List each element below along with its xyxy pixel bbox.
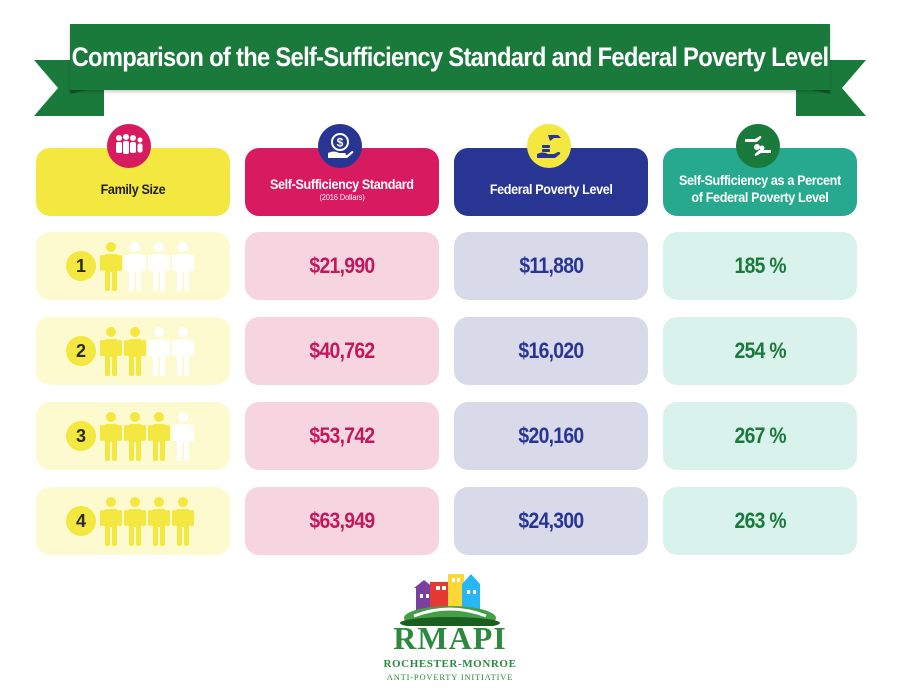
- logo-name: RMAPI: [393, 620, 507, 656]
- family-icon: [107, 124, 151, 168]
- person-filled-icon: [124, 497, 146, 546]
- person-filled-icon: [100, 242, 122, 291]
- sss-cell: $53,742: [245, 402, 439, 470]
- family-size-number: 3: [66, 421, 96, 451]
- person-empty-icon: [172, 327, 194, 376]
- sss-value: $40,762: [309, 338, 375, 363]
- person-filled-icon: [148, 497, 170, 546]
- fpl-cell: $24,300: [454, 487, 648, 555]
- fpl-cell: $20,160: [454, 402, 648, 470]
- people-icons: [100, 411, 194, 461]
- family-size-cell: 3: [36, 402, 230, 470]
- person-filled-icon: [124, 327, 146, 376]
- money-exchange-icon: [736, 124, 780, 168]
- people-icons: [100, 241, 194, 291]
- family-size-cell: 2: [36, 317, 230, 385]
- fpl-value: $20,160: [518, 423, 584, 448]
- fpl-cell: $16,020: [454, 317, 648, 385]
- sss-value: $21,990: [309, 253, 375, 278]
- header-fpl-label: Federal Poverty Level: [489, 180, 613, 197]
- person-empty-icon: [172, 242, 194, 291]
- family-size-number: 2: [66, 336, 96, 366]
- pct-value: 185 %: [734, 253, 786, 278]
- city-skyline-logo-icon: [400, 574, 500, 626]
- sss-cell: $40,762: [245, 317, 439, 385]
- header-fpl: Federal Poverty Level: [454, 148, 648, 216]
- pct-cell: 254 %: [663, 317, 857, 385]
- person-filled-icon: [100, 327, 122, 376]
- person-empty-icon: [148, 327, 170, 376]
- header-percent-line2: of Federal Poverty Level: [691, 189, 829, 205]
- logo-tagline-2: ANTI-POVERTY INITIATIVE: [386, 672, 514, 682]
- rmapi-logo: RMAPI ROCHESTER-MONROE ANTI-POVERTY INIT…: [380, 568, 520, 688]
- header-percent-label: Self-Sufficiency as a Percent of Federal…: [679, 172, 841, 206]
- pct-value: 267 %: [734, 423, 786, 448]
- pct-value: 254 %: [734, 338, 786, 363]
- person-filled-icon: [148, 412, 170, 461]
- pct-cell: 263 %: [663, 487, 857, 555]
- pct-value: 263 %: [734, 508, 786, 533]
- fpl-value: $16,020: [518, 338, 584, 363]
- family-size-number: 4: [66, 506, 96, 536]
- header-percent-line1: Self-Sufficiency as a Percent: [679, 172, 841, 188]
- person-filled-icon: [100, 412, 122, 461]
- sss-cell: $21,990: [245, 232, 439, 300]
- person-filled-icon: [100, 497, 122, 546]
- title-banner: Comparison of the Self-Sufficiency Stand…: [0, 0, 900, 130]
- logo-tagline-1: ROCHESTER-MONROE: [383, 658, 517, 670]
- sss-cell: $63,949: [245, 487, 439, 555]
- banner-ribbon: Comparison of the Self-Sufficiency Stand…: [70, 24, 830, 90]
- person-filled-icon: [124, 412, 146, 461]
- header-family-size-label: Family Size: [100, 180, 166, 197]
- svg-text:$: $: [337, 136, 344, 150]
- page-title: Comparison of the Self-Sufficiency Stand…: [71, 41, 830, 72]
- person-empty-icon: [148, 242, 170, 291]
- sss-value: $63,949: [309, 508, 375, 533]
- family-size-cell: 1: [36, 232, 230, 300]
- header-sss-label: Self-Sufficiency Standard: [270, 176, 414, 192]
- person-empty-icon: [124, 242, 146, 291]
- people-icons: [100, 326, 194, 376]
- sss-value: $53,742: [309, 423, 375, 448]
- fpl-cell: $11,880: [454, 232, 648, 300]
- fpl-value: $11,880: [519, 253, 584, 278]
- pct-cell: 185 %: [663, 232, 857, 300]
- people-icons: [100, 496, 194, 546]
- family-size-cell: 4: [36, 487, 230, 555]
- person-filled-icon: [172, 497, 194, 546]
- fpl-value: $24,300: [518, 508, 584, 533]
- dollar-hand-icon: $: [318, 124, 362, 168]
- person-empty-icon: [172, 412, 194, 461]
- pct-cell: 267 %: [663, 402, 857, 470]
- family-size-number: 1: [66, 251, 96, 281]
- coin-hand-icon: [527, 124, 571, 168]
- header-sss-sublabel: (2016 Dollars): [319, 193, 365, 202]
